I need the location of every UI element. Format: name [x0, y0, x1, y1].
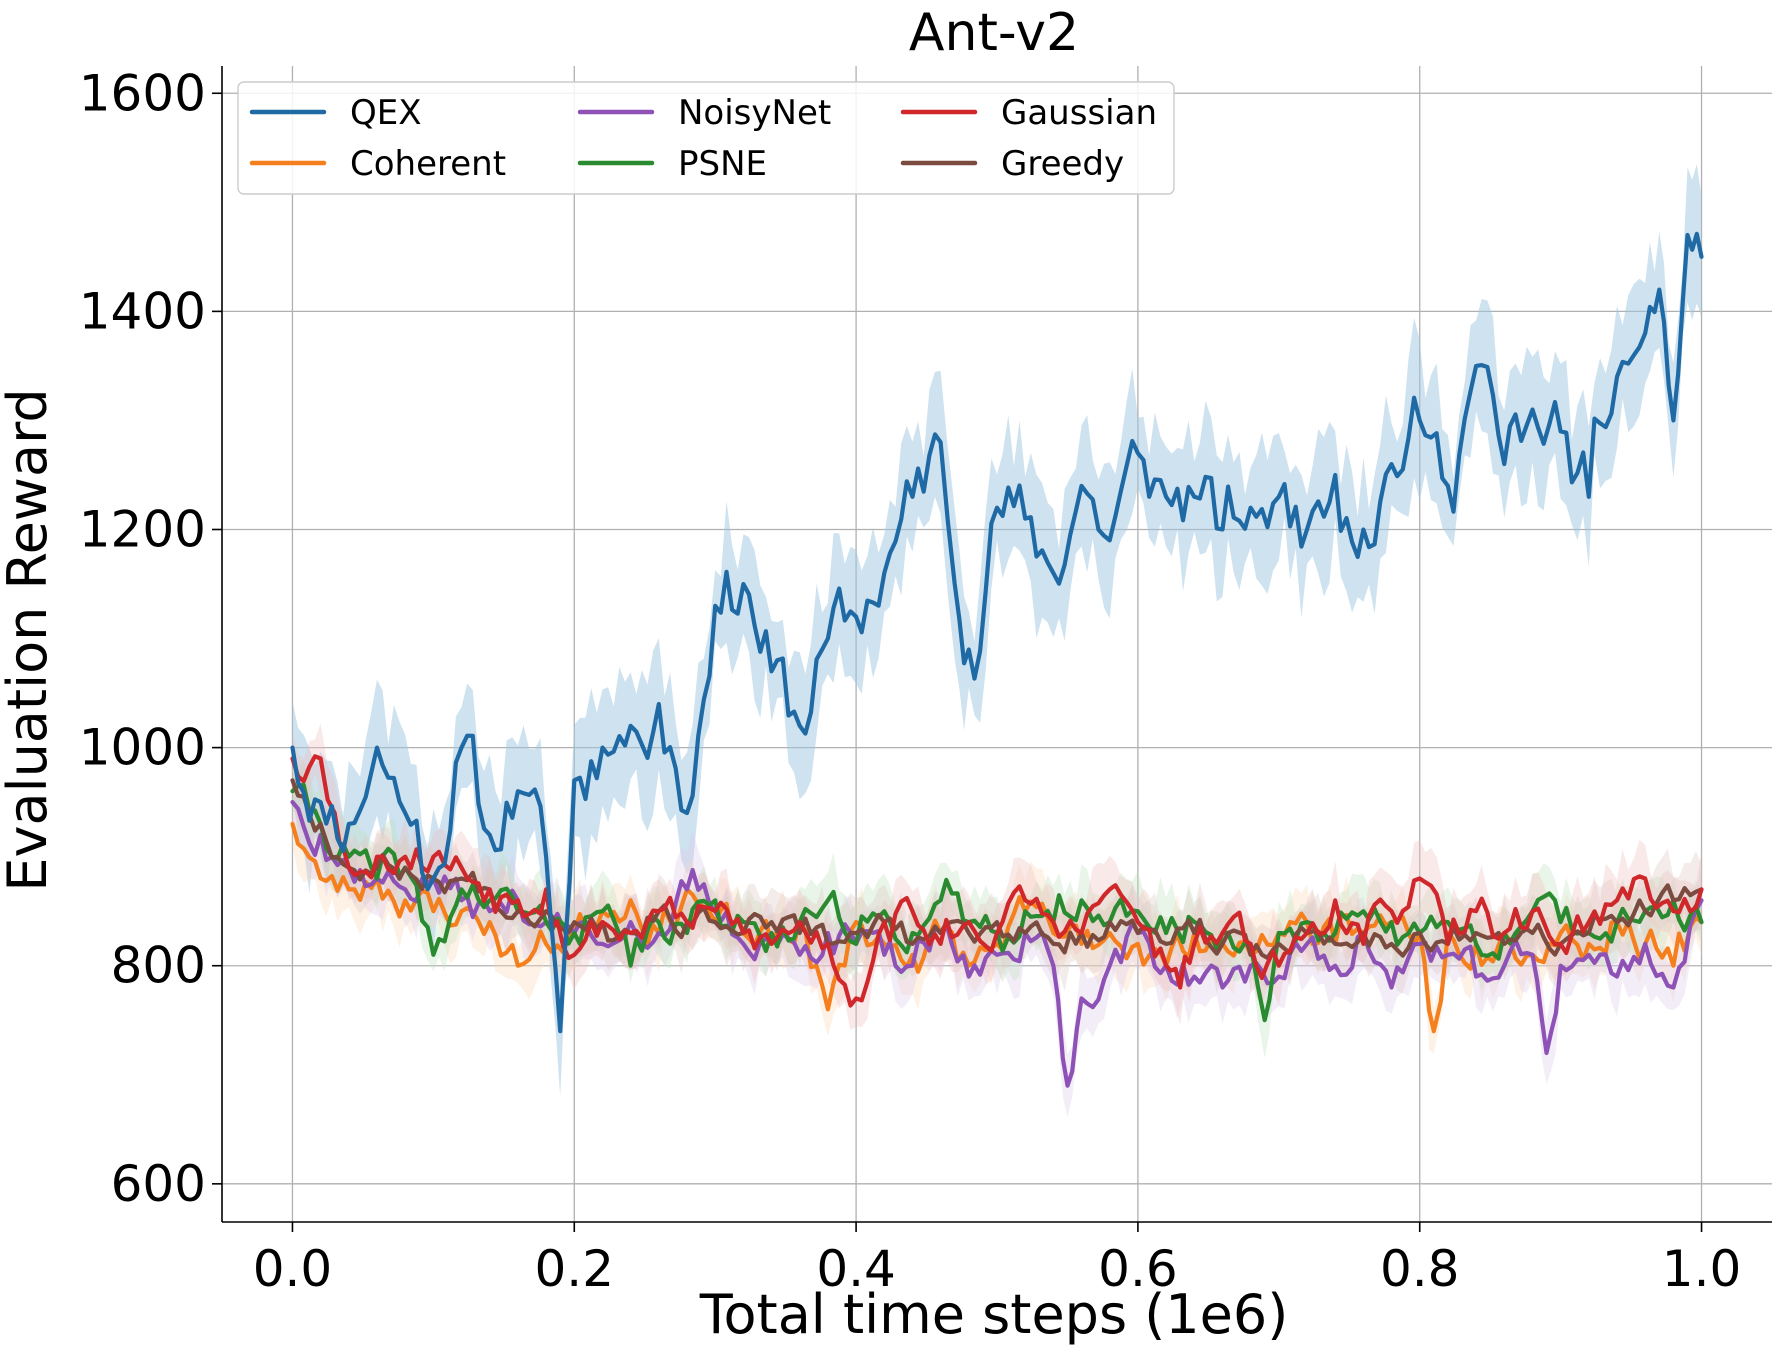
x-tick-label: 0.6: [1098, 1240, 1178, 1298]
y-tick-label: 1600: [79, 64, 206, 122]
x-tick-label: 0.4: [816, 1240, 896, 1298]
legend-label: PSNE: [678, 144, 767, 184]
confidence-bands: [292, 164, 1702, 1118]
band-gaussian: [292, 723, 1702, 1031]
y-tick-label: 600: [111, 1155, 206, 1213]
legend-label: QEX: [350, 93, 422, 133]
series-line-coherent: [290, 821, 1704, 1034]
tick-labels: 0.0 0.2 0.4 0.6 0.8 1.0 600 800 1000 1200 1400 1600: [79, 64, 1742, 1298]
legend-label: Greedy: [1001, 144, 1124, 184]
legend: QEX Coherent NoisyNet PSNE Gaussian Greedy: [237, 81, 1175, 195]
y-tick-label: 1200: [79, 500, 206, 558]
series-line-greedy: [290, 778, 1704, 961]
x-tick-label: 0.8: [1380, 1240, 1460, 1298]
y-tick-label: 1000: [79, 719, 206, 777]
legend-label: Gaussian: [1001, 93, 1157, 133]
legend-label: Coherent: [350, 144, 506, 184]
axes: [212, 66, 1772, 1232]
y-tick-label: 800: [111, 937, 206, 995]
y-tick-label: 1400: [79, 282, 206, 340]
legend-label: NoisyNet: [678, 93, 831, 133]
x-tick-label: 0.0: [253, 1240, 333, 1298]
x-axis-label: Total time steps (1e6): [699, 1283, 1289, 1346]
x-tick-label: 0.2: [535, 1240, 615, 1298]
x-tick-label: 1.0: [1662, 1240, 1742, 1298]
series-lines: [290, 231, 1704, 1088]
chart-title: Ant-v2: [909, 3, 1079, 63]
series-line-qex: [290, 231, 1704, 1034]
grid-lines: [222, 66, 1772, 1222]
y-axis-label: Evaluation Reward: [0, 388, 59, 891]
series-line-gaussian: [290, 754, 1704, 1008]
band-psne: [292, 765, 1702, 1059]
